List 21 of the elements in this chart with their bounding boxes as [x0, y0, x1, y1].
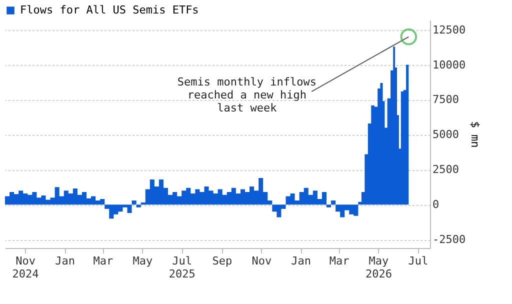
x-tick-label: Jul: [408, 254, 428, 268]
x-tick-label: Jan: [291, 254, 312, 268]
legend-label: Flows for All US Semis ETFs: [20, 4, 199, 16]
x-tick-label: Jul 2025: [168, 254, 196, 280]
x-tick-label: Mar: [93, 254, 114, 268]
y-tick-label: 7500: [432, 93, 459, 106]
y-tick-label: 10000: [432, 58, 466, 72]
y-tick-label: -2500: [432, 233, 466, 246]
x-tick-label: Nov: [252, 254, 272, 268]
x-tick-label: May: [132, 254, 153, 268]
x-tick-label: Mar: [329, 254, 350, 268]
y-tick-label: 2500: [432, 163, 459, 176]
annotation: Semis monthly inflows reached a new high last week: [177, 75, 316, 114]
x-tick-label: May 2026: [366, 254, 392, 280]
x-tick-label: Nov 2024: [12, 254, 40, 280]
y-axis-title: $ mn: [468, 121, 482, 148]
y-tick-label: 5000: [432, 128, 459, 142]
x-tick-label: Sep: [212, 254, 232, 268]
y-tick-label: 0: [432, 198, 440, 212]
x-tick-label: Jan: [55, 254, 75, 268]
y-tick-label: 12500: [432, 23, 466, 36]
